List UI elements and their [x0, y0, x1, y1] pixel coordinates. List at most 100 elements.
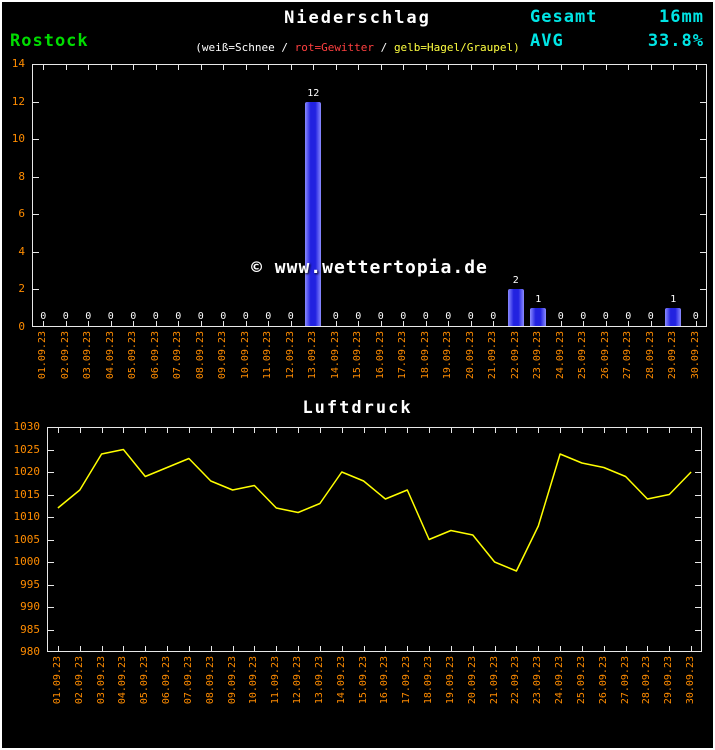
x-tick-mark — [450, 428, 452, 433]
x-tick-label-text: 16.09.23 — [379, 656, 391, 705]
x-tick-mark — [232, 646, 234, 651]
x-tick-mark — [133, 321, 135, 326]
x-tick-label: 10.09.23 — [240, 331, 252, 393]
x-tick-label-text: 16.09.23 — [374, 331, 386, 380]
x-tick-mark — [560, 65, 562, 70]
x-tick-mark — [79, 428, 81, 433]
x-tick-mark — [155, 65, 157, 70]
x-tick-mark — [200, 65, 202, 70]
avg-label: AVG — [530, 31, 564, 51]
station-name: Rostock — [10, 31, 89, 51]
x-tick-mark — [493, 321, 495, 326]
bar-value-label: 0 — [152, 311, 159, 322]
x-tick-label: 30.09.23 — [685, 656, 697, 718]
x-tick-mark — [472, 646, 474, 651]
x-tick-mark — [210, 428, 212, 433]
x-tick-label-text: 05.09.23 — [139, 656, 151, 705]
y-tick-mark — [700, 139, 706, 141]
x-tick-mark — [691, 646, 693, 651]
x-tick-mark — [603, 428, 605, 433]
x-tick-label: 03.09.23 — [96, 656, 108, 718]
x-tick-label-text: 30.09.23 — [685, 656, 697, 705]
x-tick-mark — [538, 646, 540, 651]
x-tick-mark — [223, 321, 225, 326]
y-tick-mark — [33, 101, 39, 103]
x-tick-label: 27.09.23 — [620, 656, 632, 718]
y-tick-mark — [695, 607, 701, 608]
x-tick-label: 04.09.23 — [117, 656, 129, 718]
x-tick-label: 29.09.23 — [663, 656, 675, 718]
x-tick-mark — [88, 65, 90, 70]
y-tick-label: 990 — [20, 600, 40, 613]
x-tick-label: 28.09.23 — [641, 656, 653, 718]
x-tick-mark — [448, 321, 450, 326]
x-tick-mark — [313, 65, 315, 70]
y-tick-mark — [48, 539, 54, 541]
x-tick-label-text: 10.09.23 — [248, 656, 260, 705]
y-tick-label: 1010 — [13, 510, 41, 523]
x-tick-label-text: 28.09.23 — [641, 656, 653, 705]
y-tick-mark — [33, 289, 39, 291]
x-tick-label: 09.09.23 — [227, 656, 239, 718]
x-tick-mark — [43, 65, 45, 70]
x-tick-label: 13.09.23 — [307, 331, 319, 393]
y-tick-label: 980 — [20, 645, 40, 658]
y-tick-mark — [695, 629, 701, 631]
x-tick-mark — [43, 321, 45, 326]
x-tick-mark — [223, 65, 225, 70]
y-tick-label: 1025 — [13, 442, 41, 456]
x-tick-label-text: 18.09.23 — [423, 656, 435, 705]
x-tick-mark — [493, 65, 495, 70]
total-label: Gesamt — [530, 7, 598, 27]
x-tick-label: 09.09.23 — [217, 331, 229, 393]
x-tick-mark — [425, 321, 427, 326]
x-tick-label-text: 02.09.23 — [73, 656, 85, 705]
x-tick-label: 19.09.23 — [445, 656, 457, 718]
x-tick-label-text: 13.09.23 — [307, 331, 319, 380]
x-tick-mark — [341, 428, 343, 433]
y-tick-mark — [48, 651, 54, 652]
x-tick-label: 15.09.23 — [352, 331, 364, 393]
y-tick-label: 12 — [11, 94, 25, 108]
x-tick-label: 30.09.23 — [690, 331, 702, 393]
x-tick-mark — [583, 65, 585, 70]
x-tick-mark — [155, 321, 157, 326]
y-tick-mark — [695, 427, 701, 428]
bar-value-label: 0 — [332, 311, 339, 322]
x-tick-mark — [691, 428, 693, 433]
x-tick-label-text: 07.09.23 — [172, 331, 184, 380]
x-tick-label-text: 03.09.23 — [82, 331, 94, 380]
bar-value-label: 0 — [107, 311, 114, 322]
x-tick-mark — [57, 428, 59, 433]
y-tick-mark — [700, 176, 706, 178]
x-tick-label-text: 24.09.23 — [554, 656, 566, 705]
x-tick-mark — [245, 65, 247, 70]
x-tick-mark — [88, 321, 90, 326]
x-tick-mark — [583, 321, 585, 326]
x-tick-mark — [254, 428, 256, 433]
x-tick-label: 20.09.23 — [467, 656, 479, 718]
precipitation-bar — [665, 308, 682, 326]
x-tick-mark — [363, 646, 365, 651]
y-tick-mark — [33, 214, 39, 216]
x-tick-label-text: 23.09.23 — [532, 331, 544, 380]
x-tick-mark — [178, 321, 180, 326]
bar-value-label: 0 — [242, 311, 249, 322]
x-tick-label-text: 12.09.23 — [292, 656, 304, 705]
y-tick-mark — [33, 64, 39, 65]
y-tick-mark — [48, 607, 54, 608]
bar-value-label: 0 — [377, 311, 384, 322]
x-tick-label-text: 03.09.23 — [95, 656, 107, 705]
bar-value-label: 0 — [130, 311, 137, 322]
y-tick-mark — [33, 176, 39, 178]
x-tick-label-text: 21.09.23 — [488, 656, 500, 705]
x-tick-label: 03.09.23 — [82, 331, 94, 393]
bar-value-label: 0 — [557, 311, 564, 322]
x-tick-mark — [581, 646, 583, 651]
x-tick-mark — [298, 646, 300, 651]
x-tick-label-text: 11.09.23 — [262, 331, 274, 380]
x-tick-label: 19.09.23 — [442, 331, 454, 393]
x-tick-mark — [363, 428, 365, 433]
y-tick-label: 6 — [18, 207, 25, 221]
x-tick-mark — [57, 646, 59, 651]
